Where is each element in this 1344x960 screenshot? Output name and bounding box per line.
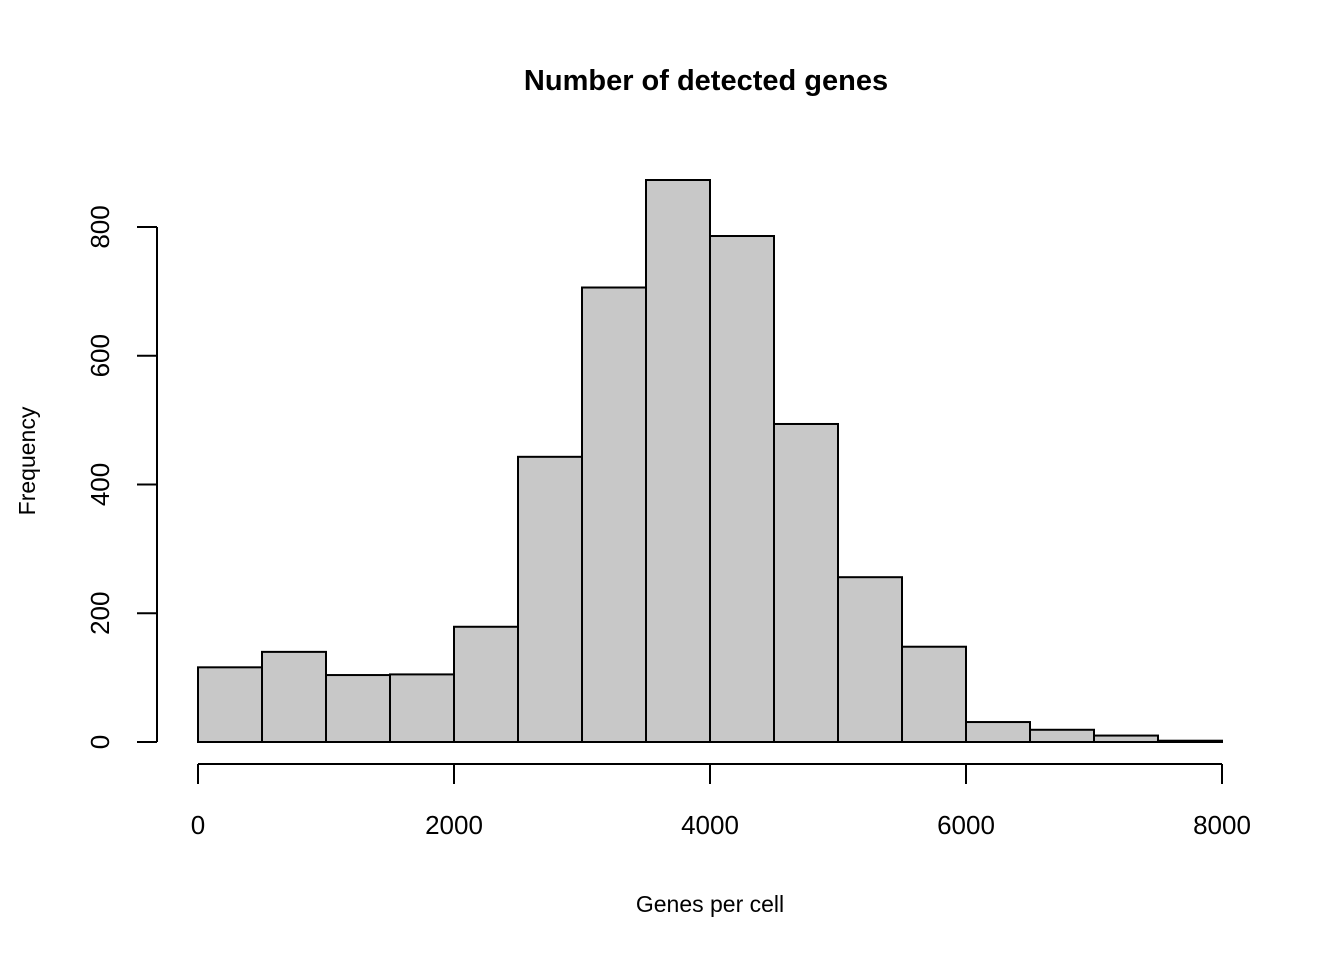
- histogram-bar: [581, 286, 647, 743]
- histogram-bar: [261, 650, 327, 744]
- histogram-bar: [1029, 728, 1095, 744]
- y-tick-label: 0: [85, 735, 115, 749]
- histogram-bar: [1093, 734, 1159, 744]
- histogram-bar: [389, 673, 455, 744]
- y-tick-label: 200: [85, 592, 115, 635]
- y-axis-label: Frequency: [14, 406, 40, 515]
- y-tick-label: 800: [85, 205, 115, 248]
- chart-title: Number of detected genes: [524, 65, 888, 97]
- x-tick-label: 8000: [1193, 810, 1251, 840]
- x-tick-label: 4000: [681, 810, 739, 840]
- y-tick-label: 600: [85, 334, 115, 377]
- histogram-bar: [709, 235, 775, 743]
- x-tick-label: 2000: [425, 810, 483, 840]
- histogram-bar: [901, 645, 967, 743]
- histogram-bar: [197, 666, 263, 743]
- histogram-bar: [965, 721, 1031, 743]
- histogram-bar: [325, 674, 391, 743]
- x-axis: 0 2000 4000 6000 8000: [191, 763, 1251, 840]
- y-tick-label: 400: [85, 463, 115, 506]
- histogram-bar: [1157, 739, 1223, 743]
- x-tick-label: 0: [191, 810, 205, 840]
- histogram-bar: [645, 179, 711, 743]
- histogram-bar: [773, 422, 839, 743]
- x-tick-label: 6000: [937, 810, 995, 840]
- histogram-bars: [197, 179, 1223, 744]
- histogram-bar: [517, 455, 583, 743]
- x-axis-label: Genes per cell: [636, 891, 784, 917]
- histogram-bar: [837, 576, 903, 744]
- y-axis: 0 200 400 600 800: [85, 205, 158, 749]
- histogram-bar: [453, 625, 519, 743]
